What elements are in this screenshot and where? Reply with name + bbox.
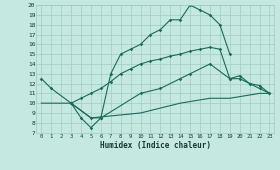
X-axis label: Humidex (Indice chaleur): Humidex (Indice chaleur) <box>100 141 211 150</box>
